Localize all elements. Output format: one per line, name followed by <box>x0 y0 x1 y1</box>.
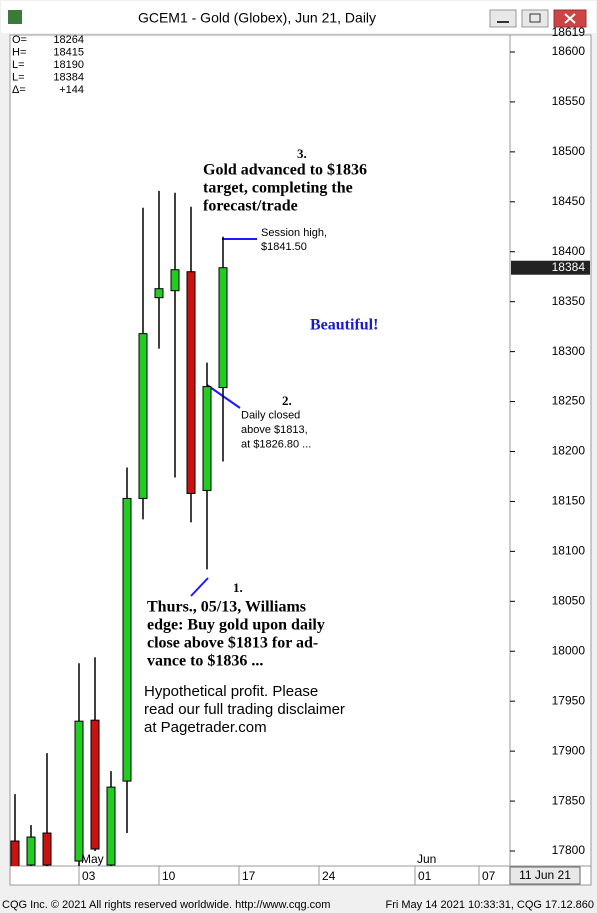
annotation: edge: Buy gold upon daily <box>147 617 325 634</box>
close-icon <box>564 13 576 24</box>
candle-body <box>122 497 132 782</box>
x-tick-label: 07 <box>482 869 496 883</box>
annotation: Hypothetical profit. Please <box>144 683 318 700</box>
plot-area <box>9 34 511 867</box>
candle-body <box>90 719 100 850</box>
info-value: 18190 <box>53 59 84 71</box>
annotation: at $1826.80 ... <box>241 438 311 450</box>
time-axis <box>9 865 592 886</box>
minimize-button[interactable] <box>489 9 517 28</box>
candle-body <box>186 271 196 494</box>
last-price-label: 18384 <box>552 260 586 274</box>
candle-body <box>170 269 180 292</box>
y-tick-label: 18600 <box>552 44 586 58</box>
price-axis <box>509 34 592 867</box>
x-tick-label: 17 <box>242 869 256 883</box>
annotation-number: 1. <box>233 580 243 595</box>
footer-right: Fri May 14 2021 10:33:31, CQG 17.12.860 <box>385 899 594 911</box>
info-label: H= <box>12 46 26 58</box>
y-tick-label: 18350 <box>552 294 586 308</box>
candle-body <box>202 386 212 491</box>
last-price-box <box>511 260 590 275</box>
annotation: Daily closed <box>241 409 300 421</box>
month-label: May <box>81 852 104 866</box>
y-tick-label: 18100 <box>552 544 586 558</box>
candle-body <box>74 720 84 862</box>
y-tick-label: 18450 <box>552 194 586 208</box>
y-tick-label: 18550 <box>552 94 586 108</box>
candle-body <box>138 333 148 499</box>
y-tick-label: 18000 <box>552 643 586 657</box>
annotation: close above $1813 for ad- <box>147 635 318 652</box>
candle-body <box>26 836 36 866</box>
y-tick-label: 18500 <box>552 144 586 158</box>
info-value: +144 <box>59 84 84 96</box>
y-tick-label: 18150 <box>552 494 586 508</box>
y-tick-label: 18200 <box>552 444 586 458</box>
candle-body <box>154 288 164 299</box>
x-tick-label: 03 <box>82 869 96 883</box>
annotation: Thurs., 05/13, Williams <box>147 599 306 616</box>
info-label: L= <box>12 71 25 83</box>
info-label: Δ= <box>12 84 26 96</box>
x-tick-label: 01 <box>418 869 432 883</box>
pointer-line <box>190 577 209 597</box>
annotation-number: 3. <box>297 146 307 161</box>
x-tick-label: 10 <box>162 869 176 883</box>
y-edge-label: 18619 <box>552 25 586 39</box>
maximize-icon <box>529 13 541 23</box>
candles <box>10 190 228 866</box>
footer-left: CQG Inc. © 2021 All rights reserved worl… <box>2 899 330 911</box>
info-value: 18384 <box>53 71 84 83</box>
candle-body <box>106 786 116 866</box>
annotation-number: 2. <box>282 393 292 408</box>
info-value: 18415 <box>53 46 84 58</box>
expiry-box <box>509 866 581 885</box>
annotation: Gold advanced to $1836 <box>203 162 367 179</box>
y-tick-label: 18250 <box>552 394 586 408</box>
annotation: forecast/trade <box>203 198 298 215</box>
y-tick-label: 17900 <box>552 743 586 757</box>
app-icon <box>8 10 22 24</box>
annotation: read our full trading disclaimer <box>144 701 345 718</box>
annotation: above $1813, <box>241 424 308 436</box>
x-tick-label: 24 <box>322 869 336 883</box>
candle-body <box>218 267 228 389</box>
y-tick-label: 18300 <box>552 344 586 358</box>
info-label: O= <box>12 34 27 46</box>
info-label: L= <box>12 59 25 71</box>
annotation: at Pagetrader.com <box>144 719 267 736</box>
month-label: Jun <box>417 852 436 866</box>
info-value: 18264 <box>53 34 84 46</box>
annotation: vance to $1836 ... <box>147 653 263 670</box>
annotation: Beautiful! <box>310 317 378 334</box>
y-tick-label: 18400 <box>552 244 586 258</box>
y-tick-label: 17800 <box>552 843 586 857</box>
window-title: GCEM1 - Gold (Globex), Jun 21, Daily <box>138 10 376 26</box>
expiry-label: 11 Jun 21 <box>519 868 571 882</box>
y-tick-label: 18050 <box>552 593 586 607</box>
maximize-button[interactable] <box>521 9 549 28</box>
annotation: $1841.50 <box>261 241 307 253</box>
candle-body <box>10 840 20 866</box>
annotation: target, completing the <box>203 180 353 197</box>
annotation: Session high, <box>261 227 327 239</box>
y-tick-label: 17850 <box>552 793 586 807</box>
candle-body <box>42 832 52 866</box>
y-tick-label: 17950 <box>552 693 586 707</box>
